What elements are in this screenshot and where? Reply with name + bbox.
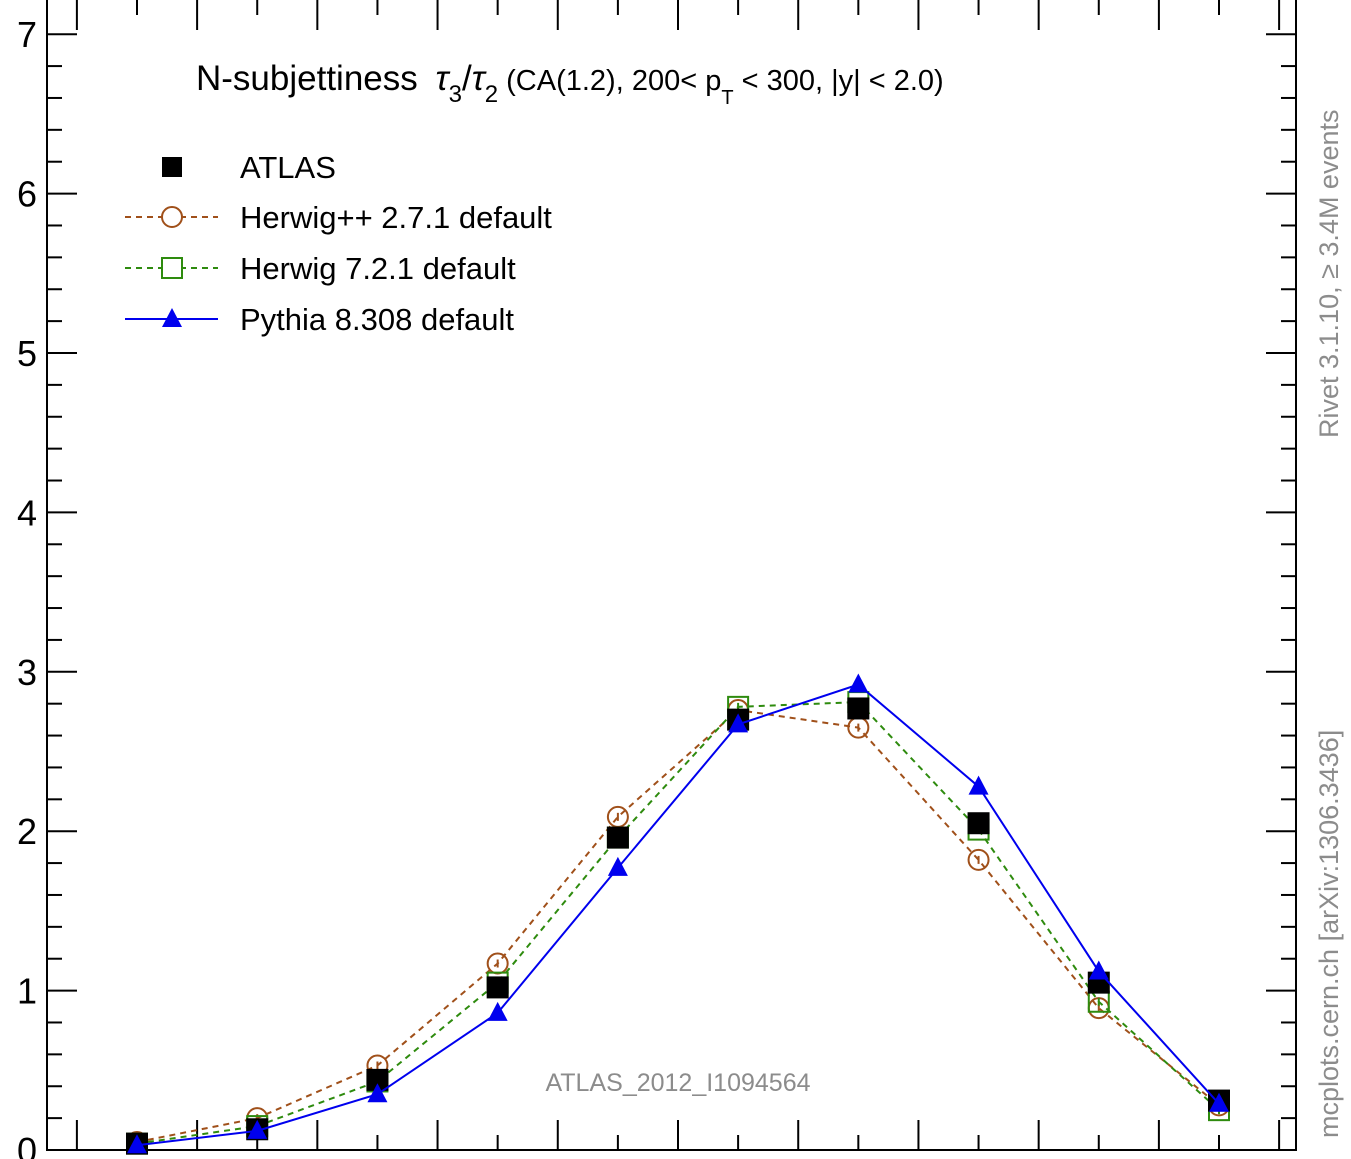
chart-title: N-subjettiness τ3/τ2 (CA(1.2), 200< pT < … [196, 59, 944, 109]
y-tick-label: 2 [17, 811, 37, 852]
y-tick-label: 3 [17, 652, 37, 693]
y-tick-label: 5 [17, 333, 37, 374]
y-tick-label: 1 [17, 971, 37, 1012]
y-axis: 0 1 2 3 4 5 6 7 [17, 14, 1296, 1159]
data-point [728, 713, 749, 733]
legend-marker [161, 206, 183, 228]
data-point [968, 775, 989, 795]
data-point [247, 1119, 268, 1139]
data-point [1209, 1092, 1229, 1112]
legend-marker [162, 157, 182, 177]
rivet-version-label: Rivet 3.1.10, ≥ 3.4M events [1314, 110, 1344, 438]
legend-item: ATLAS [162, 150, 336, 185]
plot-frame [46, 0, 1297, 1151]
legend-label: Herwig 7.2.1 default [240, 251, 516, 286]
data-point [847, 697, 870, 720]
y-tick-label: 6 [17, 174, 37, 215]
series-line [136, 683, 1220, 1147]
legend-item: Herwig++ 2.7.1 default [125, 200, 552, 235]
data-point [487, 1001, 508, 1021]
y-tick-label: 4 [17, 492, 37, 533]
analysis-label: ATLAS_2012_I1094564 [545, 1069, 810, 1097]
data-point [486, 976, 509, 999]
data-point [967, 812, 990, 835]
legend: ATLAS Herwig++ 2.7.1 default Herwig 7.2.1 … [125, 150, 552, 337]
legend-label: Herwig++ 2.7.1 default [240, 200, 552, 235]
series-line [136, 708, 1220, 1144]
series-layer [126, 673, 1230, 1155]
y-tick-label: 0 [17, 1130, 37, 1159]
x-axis [75, 0, 1281, 1150]
data-point [967, 848, 990, 871]
data-point [607, 856, 628, 876]
legend-label: ATLAS [240, 150, 336, 185]
legend-marker [162, 308, 182, 327]
data-point [848, 673, 869, 693]
data-point [367, 1083, 388, 1103]
legend-item: Pythia 8.308 default [125, 302, 514, 337]
series-line [136, 701, 1220, 1145]
legend-marker [161, 257, 183, 279]
y-tick-label: 7 [17, 14, 37, 55]
data-point [127, 1134, 147, 1154]
mcplots-source-label: mcplots.cern.ch [arXiv:1306.3436] [1314, 730, 1344, 1138]
series-pythia-8-308-default [127, 673, 1229, 1154]
data-point [1088, 960, 1109, 980]
data-point [606, 826, 629, 849]
legend-label: Pythia 8.308 default [240, 302, 514, 337]
legend-item: Herwig 7.2.1 default [125, 251, 516, 286]
data-point [366, 1068, 389, 1091]
